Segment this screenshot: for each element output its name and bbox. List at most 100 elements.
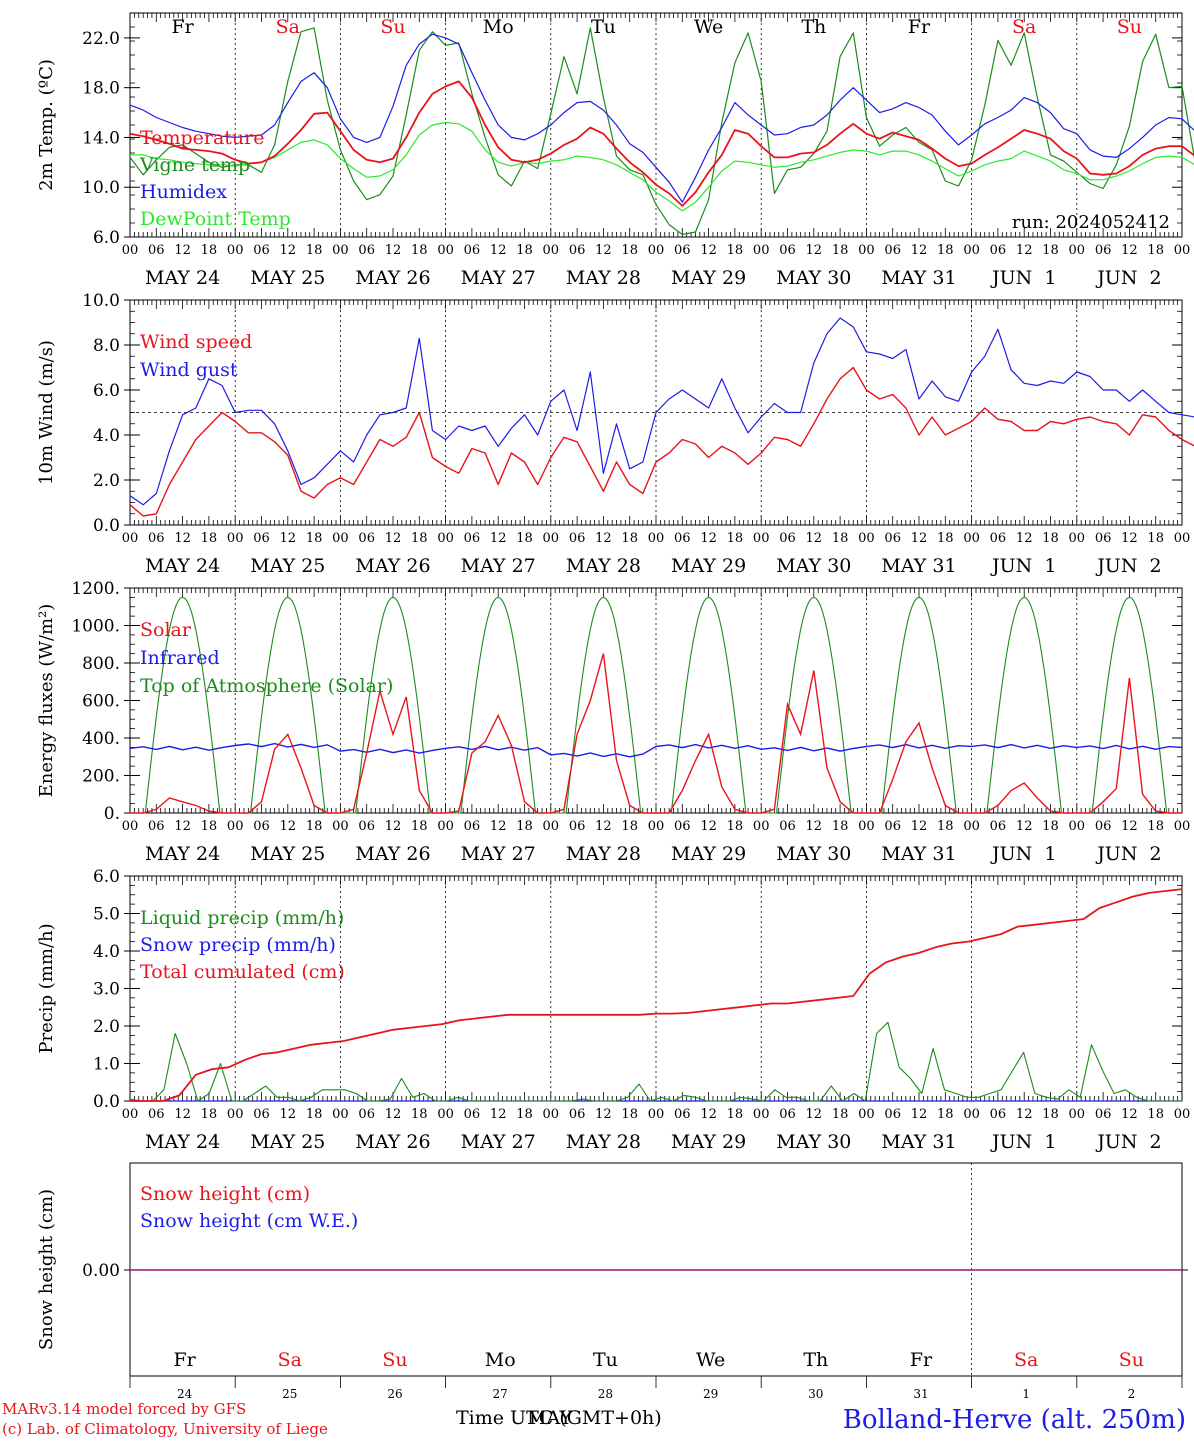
temp-date-label: MAY 29 [671,267,746,289]
energy-hour-label: 18 [937,819,954,834]
wind-hour-label: 12 [490,531,507,546]
energy-legend-entry: Top of Atmosphere (Solar) [140,675,393,697]
temp-date-label: JUN 1 [990,267,1056,289]
snow-weekday-label: Mo [485,1349,516,1371]
snow-weekday-label: Su [382,1349,407,1371]
precip-hour-label: 18 [201,1107,218,1122]
precip-hour-label: 18 [832,1107,849,1122]
temp-hour-label: 18 [411,243,428,258]
temp-date-label: MAY 26 [355,267,430,289]
precip-hour-label: 12 [280,1107,297,1122]
precip-total-line [130,888,1183,1102]
energy-date-label: MAY 28 [566,843,641,865]
precip-date-label: MAY 28 [566,1131,641,1153]
temp-hour-label: 12 [806,243,823,258]
wind-date-label: MAY 29 [671,555,746,577]
snow-weekday-label: Th [803,1349,828,1371]
precip-hour-label: 12 [806,1107,823,1122]
temp-hour-label: 06 [569,243,586,258]
day-number-label: 24 [177,1387,193,1401]
wind-hour-label: 18 [937,531,954,546]
temp-hour-label: 06 [779,243,796,258]
temp-hour-label: 18 [1042,243,1059,258]
energy-hour-label: 06 [569,819,586,834]
precip-legend: Liquid precip (mm/h) Snow precip (mm/h) To… [140,907,345,983]
snow-weekday-label: Fr [173,1349,196,1371]
temp-y-axis: 6.0 10.0 14.0 18.0 22.0 2m Temp. (ºC) [36,12,1182,248]
energy-date-label: MAY 29 [671,843,746,865]
wind-hour-label: 12 [595,531,612,546]
snow-weekday-label: Tu [593,1349,618,1371]
temp-hour-label: 12 [385,243,402,258]
precip-date-label: MAY 26 [355,1131,430,1153]
wind-hour-label: 18 [516,531,533,546]
precip-legend-entry: Liquid precip (mm/h) [140,907,344,929]
energy-hour-label: 18 [832,819,849,834]
energy-hour-label: 00 [858,819,875,834]
precip-hour-label: 12 [595,1107,612,1122]
wind-hour-label: 00 [543,531,560,546]
precip-hour-label: 00 [963,1107,980,1122]
wind-hour-label: 00 [437,531,454,546]
precip-hour-label: 06 [674,1107,691,1122]
energy-legend-entry: Infrared [140,647,220,669]
energy-hour-label: 12 [595,819,612,834]
wind-y-tick-label: 2.0 [93,471,120,491]
temp-panel: 00 06 12 18 00 06 12 18 00 06 12 18 00 06 12 18 00 06 12 18… [36,12,1194,289]
wind-hour-label: 00 [1174,531,1191,546]
temp-legend-entry: Temperature [140,127,264,149]
energy-hour-label: 06 [464,819,481,834]
temp-weekday-label: Sa [1012,16,1036,38]
energy-legend-entry: Solar [140,619,192,641]
snow-legend: Snow height (cm) Snow height (cm W.E.) [140,1183,358,1232]
temp-date-label: JUN 2 [1095,267,1161,289]
snow-y-tick-label: 0.00 [82,1261,120,1281]
temp-weekday-label: We [694,16,723,38]
temp-series [129,27,1194,236]
temp-legend-entry: DewPoint Temp [140,208,291,230]
temp-hour-label: 00 [858,243,875,258]
temp-date-label: MAY 24 [145,267,220,289]
wind-hour-label: 18 [201,531,218,546]
snow-weekday-labels: Fr 24 Sa 25 Su 26 Mo 27 Tu 28 We 29 Th 30 Fr 31 Sa 1 Su 2 [173,1349,1144,1401]
temp-weekday-label: Fr [171,16,194,38]
precip-hour-labels: 00 06 12 18 00 06 12 18 00 06 12 18 00 06 12 18 00 06 12 18… [122,1107,1191,1122]
wind-hour-label: 00 [648,531,665,546]
temp-hour-label: 06 [253,243,270,258]
snow-y-axis-label: Snow height (cm) [36,1189,57,1350]
precip-hour-label: 06 [148,1107,165,1122]
time-axis-label: Time UTC (GMT+0h) [456,1407,662,1429]
temp-date-label: MAY 28 [566,267,641,289]
wind-hour-label: 00 [227,531,244,546]
wind-hour-label: 06 [674,531,691,546]
temp-hour-label: 06 [148,243,165,258]
temp-weekday-label: Mo [483,16,514,38]
precip-hour-label: 18 [621,1107,638,1122]
precip-hour-label: 12 [385,1107,402,1122]
energy-hour-labels: 00 06 12 18 00 06 12 18 00 06 12 18 00 06 12 18 00 06 12 18… [122,819,1191,834]
energy-hour-label: 06 [674,819,691,834]
snow-weekday-label: We [696,1349,725,1371]
energy-solar-line [130,653,1182,814]
temp-hour-label: 18 [1147,243,1164,258]
wind-legend-entry: Wind speed [140,331,252,353]
wind-y-tick-label: 4.0 [93,426,120,446]
temp-hour-label: 06 [358,243,375,258]
energy-hour-label: 00 [963,819,980,834]
temp-hour-label: 00 [963,243,980,258]
energy-date-label: MAY 27 [461,843,536,865]
temp-weekday-label: Sa [276,16,300,38]
wind-hour-label: 18 [1147,531,1164,546]
wind-legend: Wind speed Wind gust [140,331,252,381]
temp-legend-entry: Vigne temp [139,154,250,176]
wind-hour-label: 18 [832,531,849,546]
precip-date-label: MAY 29 [671,1131,746,1153]
precip-date-label: MAY 30 [776,1131,851,1153]
energy-y-axis-label: Energy fluxes (W/m²) [36,604,57,798]
temp-hour-label: 00 [437,243,454,258]
energy-hour-label: 18 [1042,819,1059,834]
precip-series [129,888,1183,1102]
lab-credit: (c) Lab. of Climatology, University of L… [2,1420,328,1438]
precip-hour-label: 12 [1121,1107,1138,1122]
temp-hour-label: 12 [1016,243,1033,258]
